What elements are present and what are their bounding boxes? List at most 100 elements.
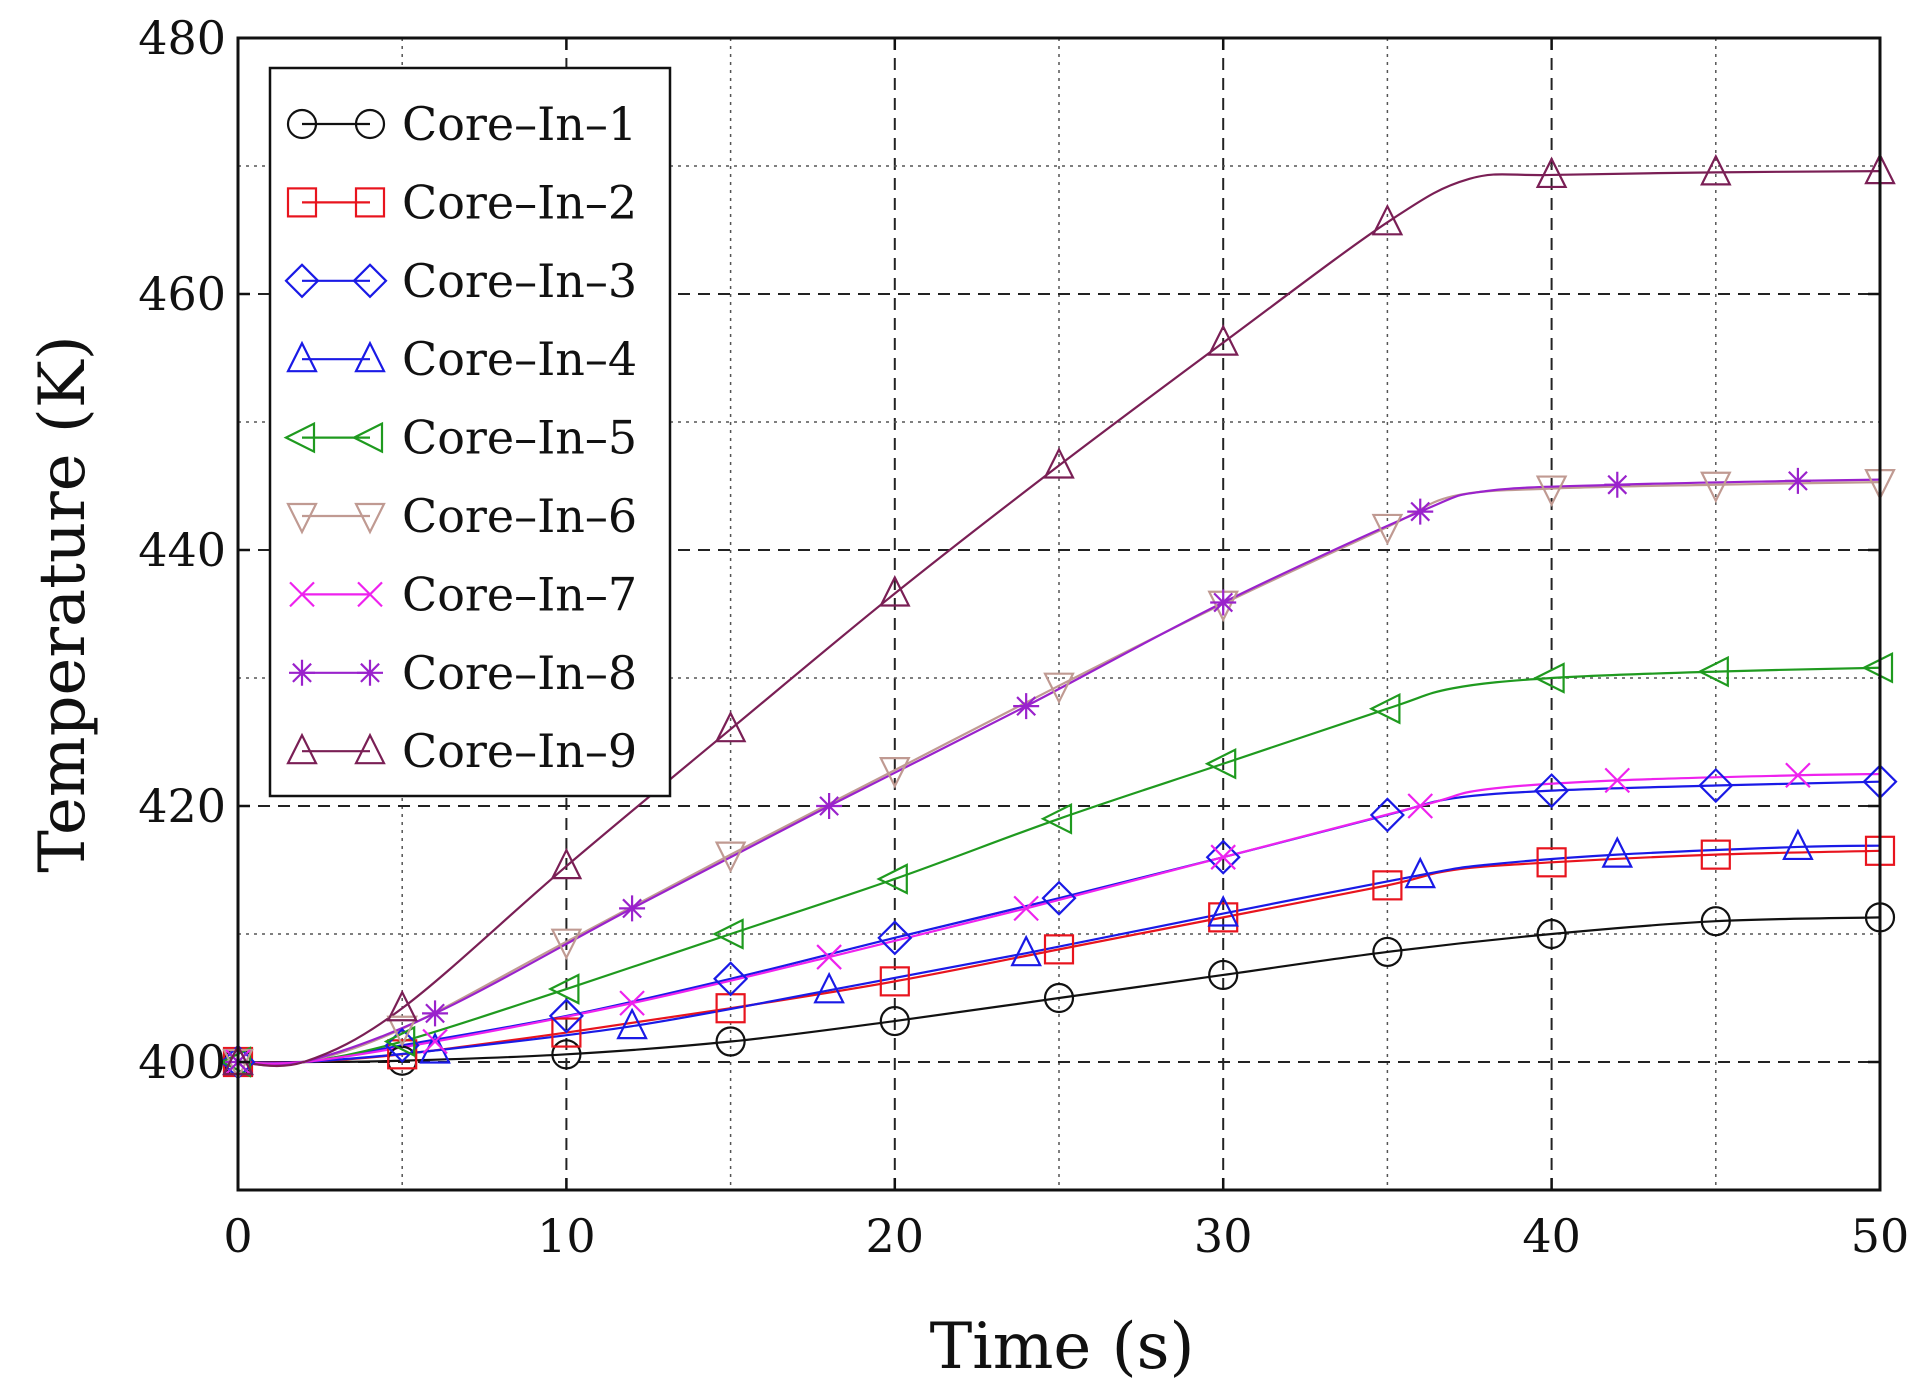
- data-point-core-in-1: [1700, 906, 1731, 937]
- x-tick-label: 30: [1194, 1209, 1253, 1263]
- data-point-core-in-2: [1536, 847, 1567, 878]
- data-point-core-in-8: [619, 895, 646, 922]
- legend-label-core-in-8: Core–In–8: [402, 646, 637, 700]
- data-point-core-in-9: [879, 575, 911, 607]
- legend-label-core-in-3: Core–In–3: [402, 254, 637, 308]
- data-point-core-in-1: [1536, 918, 1567, 950]
- data-point-core-in-6: [879, 757, 911, 789]
- legend-label-core-in-9: Core–In–9: [402, 724, 637, 778]
- legend-marker-core-in-3: [284, 263, 320, 299]
- data-point-core-in-3: [1041, 880, 1077, 916]
- legend-marker-core-in-2: [354, 187, 386, 218]
- data-point-core-in-4: [813, 971, 845, 1004]
- data-point-core-in-8: [422, 1000, 449, 1027]
- legend-marker-core-in-2: [286, 187, 318, 218]
- y-tick-label: 400: [138, 1035, 226, 1089]
- series-line-core-in-9: [237, 170, 1881, 1068]
- series-line-core-in-4: [237, 844, 1881, 1064]
- tick-labels: 0 10 20 30 40 50 400 420 440 460 480: [138, 11, 1909, 1263]
- data-point-core-in-1: [1208, 959, 1239, 991]
- data-point-core-in-4: [1404, 856, 1437, 889]
- legend-marker-core-in-6: [354, 502, 386, 535]
- plot-frame: [236, 36, 1882, 1192]
- data-point-core-in-9: [386, 989, 418, 1022]
- legend-marker-core-in-5: [351, 421, 384, 454]
- x-tick-label: 20: [866, 1209, 925, 1263]
- data-point-core-in-3: [548, 998, 584, 1034]
- data-point-core-in-9: [1207, 324, 1239, 356]
- data-point-core-in-1: [879, 1005, 910, 1037]
- series-markers: [219, 152, 1898, 1081]
- data-point-core-in-2: [879, 966, 910, 997]
- data-point-core-in-7: [816, 944, 842, 970]
- data-point-core-in-7: [422, 1028, 448, 1055]
- data-point-core-in-9: [550, 847, 583, 880]
- axis-ticks: [236, 36, 1882, 1190]
- data-point-core-in-9: [1535, 156, 1568, 189]
- y-axis-title: Temperature (K): [26, 335, 100, 872]
- x-tick-label: 0: [223, 1209, 252, 1263]
- data-point-core-in-5: [1697, 655, 1729, 688]
- data-point-core-in-2: [551, 1017, 582, 1048]
- legend-marker-core-in-3: [352, 263, 388, 299]
- data-point-core-in-6: [550, 928, 583, 961]
- series-line-core-in-1: [237, 916, 1881, 1064]
- data-point-core-in-7: [1785, 762, 1811, 789]
- data-point-core-in-5: [712, 918, 744, 950]
- data-point-core-in-5: [1861, 651, 1894, 684]
- data-point-core-in-8: [1604, 471, 1631, 498]
- data-point-core-in-4: [1207, 895, 1239, 927]
- x-tick-label: 40: [1522, 1209, 1581, 1263]
- data-point-core-in-2: [1372, 870, 1403, 901]
- data-point-core-in-8: [1013, 693, 1040, 720]
- data-point-core-in-2: [1208, 902, 1239, 933]
- legend: Core–In–1 Core–In–2 Core–In–3 Core–In–4 Core…: [268, 66, 672, 798]
- data-point-core-in-5: [1040, 803, 1073, 835]
- series-line-core-in-5: [237, 666, 1881, 1065]
- legend-marker-core-in-5: [283, 421, 316, 454]
- data-point-core-in-9: [1700, 153, 1732, 186]
- data-point-core-in-8: [816, 793, 843, 819]
- data-point-core-in-7: [1604, 767, 1631, 794]
- data-point-core-in-8: [1784, 467, 1811, 494]
- legend-marker-core-in-1: [354, 108, 386, 140]
- data-point-core-in-5: [1533, 662, 1565, 694]
- data-point-core-in-8: [1407, 498, 1434, 525]
- data-point-core-in-8: [1210, 589, 1237, 616]
- legend-marker-core-in-9: [286, 732, 318, 765]
- data-point-core-in-3: [1369, 797, 1405, 833]
- y-tick-label: 480: [138, 11, 226, 65]
- data-point-core-in-2: [1043, 934, 1075, 965]
- data-point-core-in-5: [547, 973, 580, 1005]
- data-point-core-in-3: [713, 961, 749, 997]
- legend-marker-core-in-4: [286, 340, 318, 373]
- data-point-core-in-7: [1407, 793, 1434, 819]
- data-point-core-in-2: [1700, 839, 1731, 870]
- legend-marker-core-in-8: [289, 659, 315, 686]
- data-point-core-in-5: [383, 1025, 416, 1058]
- data-point-core-in-1: [715, 1026, 746, 1057]
- y-tick-label: 440: [138, 523, 226, 577]
- legend-label-core-in-6: Core–In–6: [402, 489, 637, 543]
- data-point-core-in-6: [1043, 672, 1075, 705]
- legend-marker-core-in-7: [357, 581, 383, 608]
- data-point-core-in-3: [1205, 839, 1241, 875]
- data-point-core-in-3: [1698, 767, 1734, 804]
- data-point-core-in-5: [876, 863, 908, 895]
- data-point-core-in-5: [1204, 747, 1237, 780]
- data-point-core-in-4: [1010, 934, 1042, 967]
- x-tick-label: 50: [1851, 1209, 1910, 1263]
- data-point-core-in-5: [1368, 692, 1401, 725]
- data-point-core-in-6: [386, 1015, 418, 1048]
- data-point-core-in-9: [1371, 203, 1404, 236]
- data-point-core-in-7: [619, 990, 645, 1016]
- series-line-core-in-3: [237, 780, 1881, 1065]
- legend-label-core-in-2: Core–In–2: [402, 175, 637, 229]
- legend-label-core-in-1: Core–In–1: [402, 97, 637, 151]
- data-point-core-in-7: [1210, 844, 1236, 870]
- data-point-core-in-6: [714, 841, 747, 874]
- data-point-core-in-6: [1535, 475, 1568, 508]
- legend-label-core-in-7: Core–In–7: [402, 567, 637, 621]
- legend-label-core-in-5: Core–In–5: [402, 411, 637, 465]
